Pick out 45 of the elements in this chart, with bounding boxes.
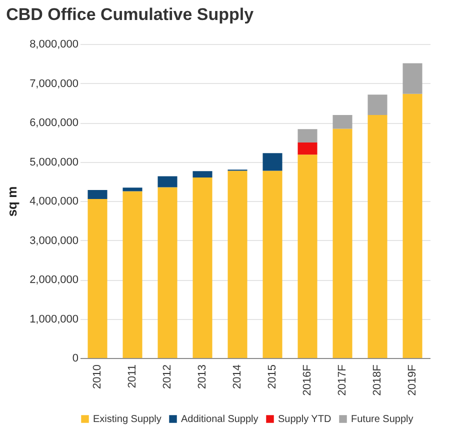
chart-title: CBD Office Cumulative Supply <box>6 5 254 24</box>
x-tick-label: 2013 <box>196 364 208 389</box>
bar <box>262 153 282 171</box>
bar <box>158 176 178 188</box>
bar <box>298 129 318 143</box>
legend-label: Future Supply <box>351 414 414 425</box>
x-tick-label: 2012 <box>162 364 174 389</box>
bar <box>402 94 422 358</box>
bar <box>122 188 142 192</box>
y-tick-label: 2,000,000 <box>30 274 78 286</box>
bar <box>332 115 352 129</box>
y-tick-label: 4,000,000 <box>30 196 78 208</box>
bar <box>368 94 388 116</box>
y-tick-label: 5,000,000 <box>30 156 78 168</box>
bar <box>192 177 212 358</box>
x-tick-label: 2019F <box>406 364 418 396</box>
bar <box>298 154 318 358</box>
bar <box>192 171 212 178</box>
legend-label: Existing Supply <box>93 414 162 425</box>
y-tick-label: 3,000,000 <box>30 234 78 247</box>
x-tick-label: 2016F <box>302 364 314 396</box>
x-tick-label: 2017F <box>336 364 348 396</box>
legend-label: Additional Supply <box>181 414 258 425</box>
y-tick-label: 0 <box>72 352 78 364</box>
bar <box>332 128 352 358</box>
bar <box>262 170 282 358</box>
legend-label: Supply YTD <box>278 414 332 425</box>
x-tick-label: 2010 <box>92 364 104 389</box>
x-tick-label: 2011 <box>126 364 138 388</box>
x-tick-label: 2015 <box>266 364 278 389</box>
bar <box>158 187 178 358</box>
y-tick-label: 1,000,000 <box>30 313 78 326</box>
bar <box>122 191 142 358</box>
bar <box>298 142 318 155</box>
y-tick-label: 6,000,000 <box>30 117 78 129</box>
x-tick-label: 2018F <box>372 364 384 396</box>
y-tick-label: 7,000,000 <box>30 78 78 90</box>
y-tick-label: 8,000,000 <box>30 38 78 50</box>
y-axis-title: sq m <box>4 186 20 217</box>
x-tick-label: 2014 <box>232 364 244 389</box>
bar <box>368 115 388 358</box>
bar <box>88 190 108 200</box>
bar <box>228 170 248 358</box>
bar <box>402 63 422 94</box>
bar <box>88 199 108 358</box>
